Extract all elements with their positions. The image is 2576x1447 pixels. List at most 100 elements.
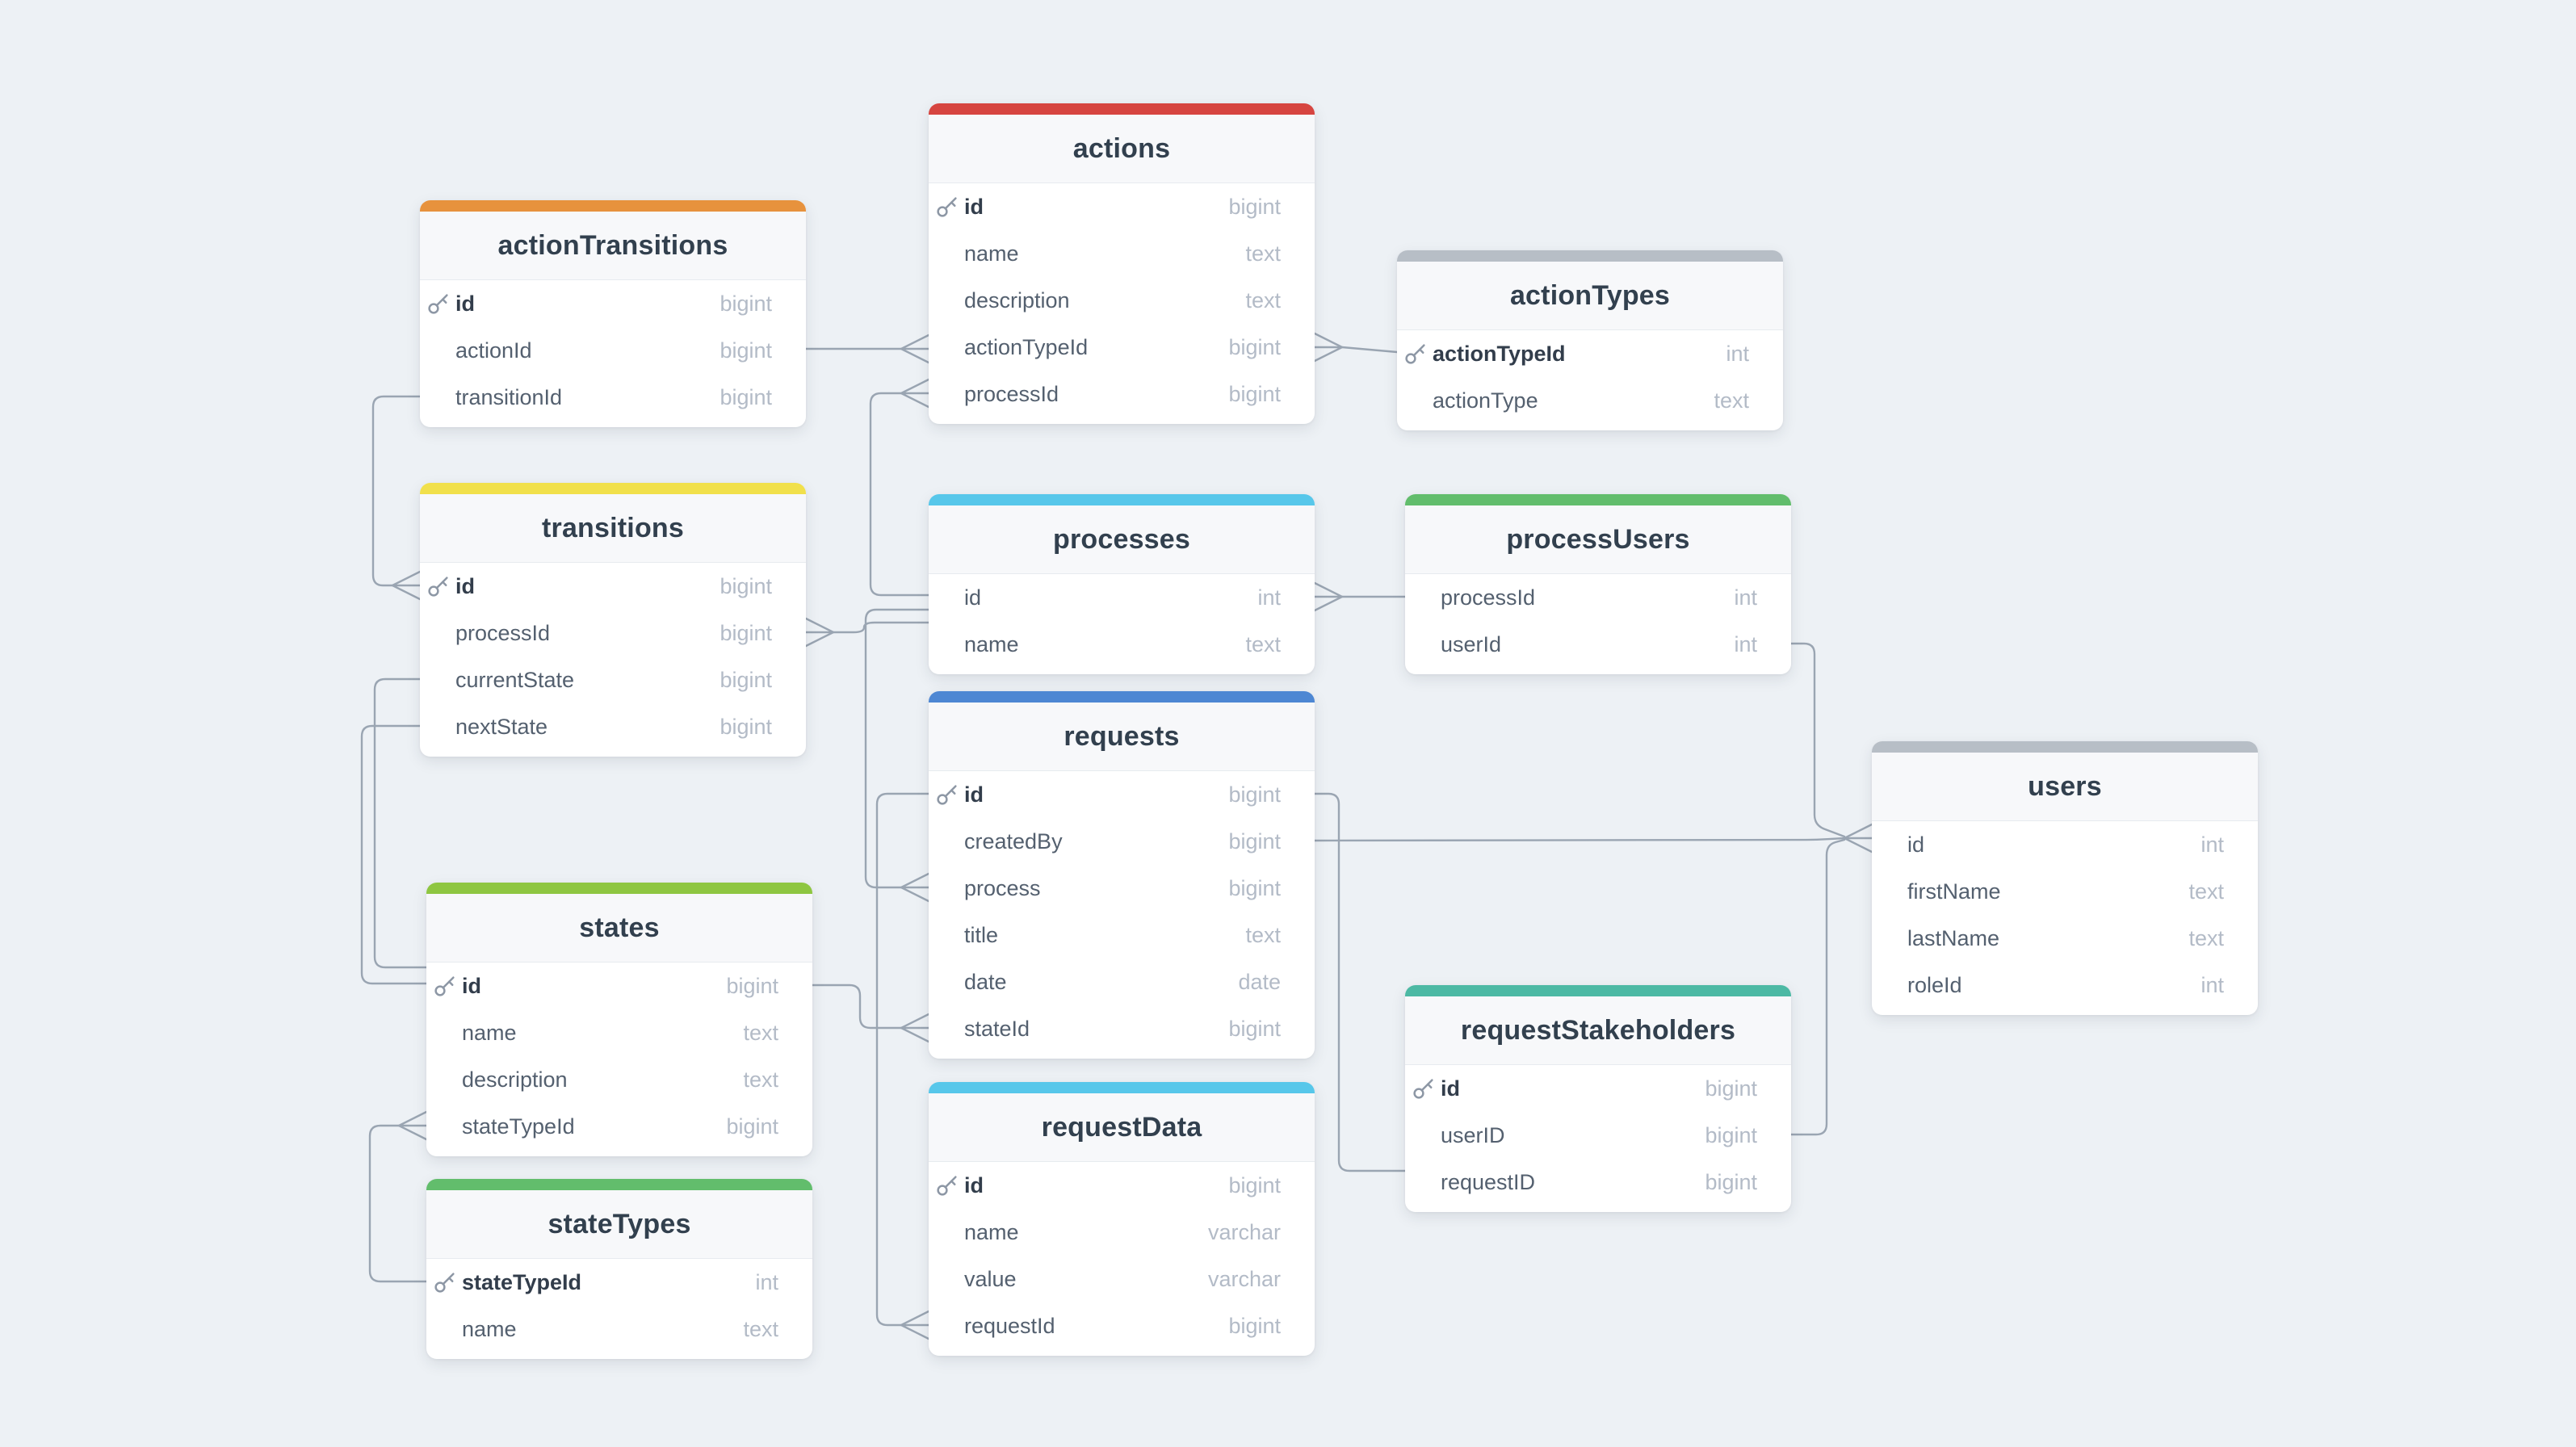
field-type: int	[1257, 585, 1281, 610]
table-requestStakeholders[interactable]: requestStakeholders id bigint userID bigint r…	[1405, 985, 1791, 1212]
field-type: bigint	[720, 667, 772, 692]
table-actionTransitions[interactable]: actionTransitions id bigint actionId bigint t…	[420, 200, 806, 427]
field-row-stateTypes-stateTypeId[interactable]: stateTypeId int	[426, 1259, 812, 1306]
relationship-line	[1789, 642, 1846, 838]
field-row-states-stateTypeId[interactable]: stateTypeId bigint	[426, 1103, 812, 1150]
field-row-processes-id[interactable]: id int	[929, 574, 1315, 621]
field-row-actionTypes-actionType[interactable]: actionType text	[1397, 377, 1783, 424]
table-users[interactable]: users id int firstName text lastName text roleI…	[1872, 741, 2258, 1015]
field-row-requestStakeholders-userID[interactable]: userID bigint	[1405, 1112, 1791, 1159]
primary-key-icon	[937, 785, 957, 805]
relationship-processes-id-to-requests-process	[864, 608, 930, 903]
field-row-requests-process[interactable]: process bigint	[929, 865, 1315, 912]
table-title-band: processes	[929, 505, 1315, 574]
field-row-actionTransitions-actionId[interactable]: actionId bigint	[420, 327, 806, 374]
table-title: actions	[1072, 132, 1171, 164]
primary-key-icon	[937, 1176, 957, 1196]
table-actionTypes[interactable]: actionTypes actionTypeId int actionType text	[1397, 250, 1783, 430]
field-row-users-roleId[interactable]: roleId int	[1872, 962, 2258, 1009]
crows-foot-icon	[1313, 332, 1344, 363]
field-type: bigint	[1228, 334, 1281, 359]
field-row-actions-name[interactable]: name text	[929, 230, 1315, 277]
field-row-requests-createdBy[interactable]: createdBy bigint	[929, 818, 1315, 865]
field-row-actions-processId[interactable]: processId bigint	[929, 371, 1315, 417]
field-row-actions-description[interactable]: description text	[929, 277, 1315, 324]
field-row-requests-title[interactable]: title text	[929, 912, 1315, 958]
table-color-strip	[420, 200, 806, 212]
primary-key-icon	[937, 197, 957, 217]
field-row-users-id[interactable]: id int	[1872, 821, 2258, 868]
field-name: actionTypeId	[964, 334, 1089, 359]
field-row-actions-id[interactable]: id bigint	[929, 183, 1315, 230]
field-type: int	[2201, 832, 2224, 857]
table-requestData[interactable]: requestData id bigint name varchar value varch…	[929, 1082, 1315, 1356]
field-row-requestStakeholders-requestID[interactable]: requestID bigint	[1405, 1159, 1791, 1206]
field-type: bigint	[1228, 1313, 1281, 1338]
table-stateTypes[interactable]: stateTypes stateTypeId int name text	[426, 1179, 812, 1359]
field-name: userId	[1441, 631, 1502, 656]
field-name: title	[964, 922, 999, 947]
field-row-stateTypes-name[interactable]: name text	[426, 1306, 812, 1353]
field-row-requests-date[interactable]: date date	[929, 958, 1315, 1005]
table-title-band: requestData	[929, 1093, 1315, 1162]
field-row-transitions-processId[interactable]: processId bigint	[420, 610, 806, 656]
field-row-transitions-currentState[interactable]: currentState bigint	[420, 656, 806, 703]
field-row-transitions-nextState[interactable]: nextState bigint	[420, 703, 806, 750]
table-title: states	[579, 912, 660, 943]
field-name: id	[964, 194, 984, 219]
table-color-strip	[1397, 250, 1783, 262]
field-type: text	[1245, 631, 1281, 656]
field-row-actionTypes-actionTypeId[interactable]: actionTypeId int	[1397, 330, 1783, 377]
field-name: actionId	[455, 338, 532, 363]
field-row-requestData-requestId[interactable]: requestId bigint	[929, 1302, 1315, 1349]
field-name: firstName	[1907, 879, 2001, 904]
field-row-states-name[interactable]: name text	[426, 1009, 812, 1056]
table-processes[interactable]: processes id int name text	[929, 494, 1315, 674]
field-type: text	[743, 1067, 778, 1092]
crows-foot-icon	[391, 570, 422, 601]
table-states[interactable]: states id bigint name text description text sta…	[426, 883, 812, 1156]
field-row-requestStakeholders-id[interactable]: id bigint	[1405, 1065, 1791, 1112]
field-row-requests-stateId[interactable]: stateId bigint	[929, 1005, 1315, 1052]
field-name: nextState	[455, 714, 548, 739]
field-row-requestData-id[interactable]: id bigint	[929, 1162, 1315, 1209]
field-row-states-description[interactable]: description text	[426, 1056, 812, 1103]
field-row-processes-name[interactable]: name text	[929, 621, 1315, 668]
field-rows: id bigint actionId bigint transitionId bigint	[420, 280, 806, 427]
field-row-requestData-value[interactable]: value varchar	[929, 1256, 1315, 1302]
relationship-line	[811, 984, 903, 1030]
field-row-requests-id[interactable]: id bigint	[929, 771, 1315, 818]
table-color-strip	[426, 883, 812, 894]
field-row-processUsers-processId[interactable]: processId int	[1405, 574, 1791, 621]
table-transitions[interactable]: transitions id bigint processId bigint curren…	[420, 483, 806, 757]
field-name: process	[964, 875, 1041, 900]
field-row-requestData-name[interactable]: name varchar	[929, 1209, 1315, 1256]
field-rows: actionTypeId int actionType text	[1397, 330, 1783, 430]
table-actions[interactable]: actions id bigint name text description text ac…	[929, 103, 1315, 424]
relationship-line	[869, 392, 930, 597]
field-name: name	[964, 241, 1019, 266]
field-type: int	[1734, 585, 1757, 610]
field-row-users-lastName[interactable]: lastName text	[1872, 915, 2258, 962]
field-type: bigint	[726, 973, 778, 998]
field-rows: id bigint userID bigint requestID bigint	[1405, 1065, 1791, 1212]
field-row-processUsers-userId[interactable]: userId int	[1405, 621, 1791, 668]
field-row-actionTransitions-transitionId[interactable]: transitionId bigint	[420, 374, 806, 421]
relationship-states-stateTypeId-to-stateTypes-stateTypeId	[368, 1110, 428, 1283]
table-title: users	[2028, 770, 2102, 802]
crows-foot-icon	[900, 1310, 930, 1340]
field-row-states-id[interactable]: id bigint	[426, 963, 812, 1009]
field-row-actionTransitions-id[interactable]: id bigint	[420, 280, 806, 327]
field-row-transitions-id[interactable]: id bigint	[420, 563, 806, 610]
relationship-line	[875, 792, 930, 1327]
relationship-line	[371, 395, 422, 587]
table-processUsers[interactable]: processUsers processId int userId int	[1405, 494, 1791, 674]
table-requests[interactable]: requests id bigint createdBy bigint process bi…	[929, 691, 1315, 1059]
field-type: bigint	[720, 714, 772, 739]
field-row-actions-actionTypeId[interactable]: actionTypeId bigint	[929, 324, 1315, 371]
field-type: text	[1245, 922, 1281, 947]
table-color-strip	[929, 494, 1315, 505]
field-row-users-firstName[interactable]: firstName text	[1872, 868, 2258, 915]
